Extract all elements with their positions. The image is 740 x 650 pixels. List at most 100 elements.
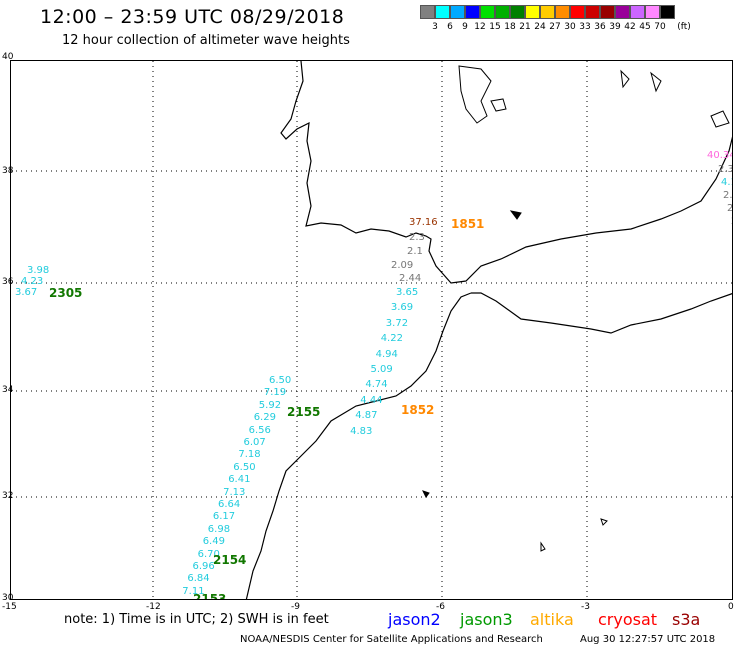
coastline-and-grid (11, 61, 732, 599)
map-subtitle: 12 hour collection of altimeter wave hei… (62, 33, 350, 48)
swh-value: 6.64 (218, 499, 241, 510)
legend-label: 24 (534, 22, 546, 32)
legend-swatch (450, 5, 465, 19)
legend-swatch (555, 5, 570, 19)
legend-swatch (645, 5, 660, 19)
swh-value: 2.36 (718, 164, 732, 175)
legend-label: 9 (462, 22, 468, 32)
swh-value: 2.8 (727, 203, 733, 214)
satellite-cryosat: cryosat (598, 610, 658, 629)
swh-value: 40.34 (707, 150, 733, 161)
swh-value: 4.83 (350, 425, 373, 437)
swh-value: 5.09 (370, 364, 393, 375)
swh-value: 3.69 (390, 302, 414, 314)
lat-label-40: 40 (2, 52, 14, 62)
legend-label: 45 (639, 22, 651, 32)
legend-label: 36 (594, 22, 606, 32)
swh-value: 6.50 (269, 375, 292, 386)
track-time: 2305 (49, 286, 83, 300)
swh-value: 7.11 (182, 585, 205, 597)
swh-value: 3.67 (15, 287, 38, 298)
swh-value: 6.84 (187, 573, 210, 585)
swh-value: 6.41 (228, 474, 251, 486)
legend-label: 33 (579, 22, 591, 32)
legend-label: 39 (609, 22, 621, 32)
swh-value: 4.87 (355, 410, 378, 422)
legend-swatch (615, 5, 630, 19)
lon-label-minus6: -6 (436, 602, 445, 612)
lon-label-minus12: -12 (146, 602, 161, 612)
swh-value: 7.18 (238, 449, 261, 461)
lat-label-30: 30 (2, 593, 14, 603)
satellite-s3a: s3a (672, 610, 701, 629)
legend-swatch (540, 5, 555, 19)
swh-value: 7.30 (177, 599, 199, 600)
swh-value: 6.70 (197, 548, 220, 560)
swh-value: 5.92 (258, 399, 282, 411)
wave-height-map: 3.98 4.23 3.67 2305 37.16 2.3 2.1 2.09 2.44 1851 3… (10, 60, 733, 600)
satellite-altika: altika (530, 610, 574, 629)
swh-value: 4.23 (21, 276, 44, 287)
swh-value: 4.74 (365, 379, 388, 391)
swh-value: 7.13 (223, 486, 246, 498)
map-title: 12:00 – 23:59 UTC 08/29/2018 (40, 6, 345, 28)
legend-label: 27 (549, 22, 561, 32)
track-time: 2153 (193, 592, 227, 600)
legend-swatch (570, 5, 585, 19)
legend-swatch (630, 5, 645, 19)
lat-label-38: 38 (2, 166, 14, 176)
units-note: note: 1) Time is in UTC; 2) SWH is in fe… (64, 612, 329, 627)
legend-swatch (525, 5, 540, 19)
credit-footer: NOAA/NESDIS Center for Satellite Applica… (240, 634, 543, 645)
legend-swatch (660, 5, 675, 19)
swh-value: 4.44 (360, 394, 383, 406)
track-time: 2155 (287, 405, 321, 419)
swh-value: 3.65 (396, 287, 419, 298)
legend-swatch (510, 5, 525, 19)
legend-label: 21 (519, 22, 531, 32)
legend-label: 70 (654, 22, 666, 32)
swh-value: 6.56 (248, 424, 271, 436)
legend-unit: (ft) (677, 22, 691, 32)
swh-value: 7.19 (263, 387, 287, 399)
lon-label-0: 0 (728, 602, 734, 612)
swh-value: 3.98 (27, 265, 50, 276)
lat-label-34: 34 (2, 385, 14, 395)
swh-value: 6.50 (233, 461, 256, 473)
legend-label: 3 (432, 22, 438, 32)
satellite-jason3: jason3 (460, 610, 513, 629)
lon-label-minus3: -3 (581, 602, 590, 612)
swh-value: 2.3 (409, 232, 425, 243)
swh-value: 4.1 (721, 177, 732, 188)
swh-value: 6.98 (207, 523, 231, 535)
legend-label: 15 (489, 22, 501, 32)
swh-value: 4.22 (380, 333, 403, 345)
legend-label: 42 (624, 22, 636, 32)
legend-swatch (420, 5, 435, 19)
legend-swatch (465, 5, 480, 19)
lat-label-32: 32 (2, 491, 14, 501)
legend-label: 18 (504, 22, 516, 32)
track-time: 1852 (401, 403, 435, 417)
satellite-jason2: jason2 (388, 610, 441, 629)
swh-value: 2.1 (407, 246, 423, 257)
lat-label-36: 36 (2, 277, 14, 287)
lon-label-minus9: -9 (291, 602, 300, 612)
swh-value: 2.2 (723, 190, 733, 201)
swh-value: 2.4 (731, 217, 732, 227)
generated-time: Aug 30 12:27:57 UTC 2018 (580, 634, 716, 645)
swh-value: 2.09 (391, 260, 414, 271)
lon-label-minus15: -15 (2, 602, 17, 612)
swh-value: 6.17 (212, 511, 236, 523)
legend-label: 12 (474, 22, 486, 32)
swh-value: 3.72 (385, 317, 409, 329)
swh-value: 6.07 (243, 437, 266, 448)
track-time: 1851 (451, 217, 485, 231)
legend-swatch (435, 5, 450, 19)
swh-value: 6.29 (253, 412, 276, 424)
swh-value: 4.94 (375, 348, 398, 360)
swh-value: 2.44 (399, 273, 422, 284)
swh-value: 37.16 (409, 217, 438, 228)
legend-swatch (600, 5, 615, 19)
legend-swatch (585, 5, 600, 19)
